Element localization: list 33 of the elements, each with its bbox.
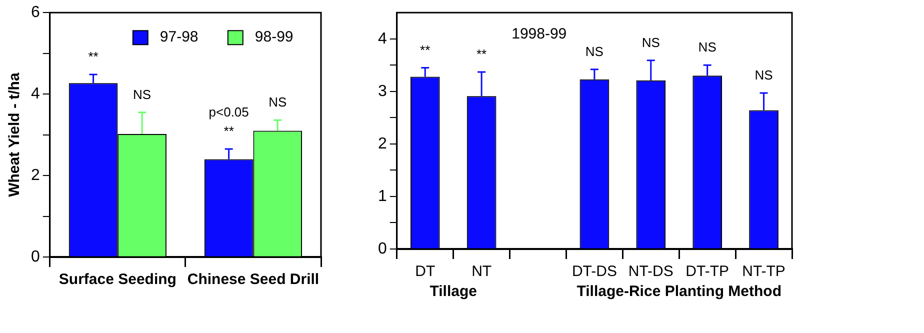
legend-label: 98-99 bbox=[254, 28, 294, 46]
y-tick-label: 4 bbox=[30, 85, 40, 102]
y-tick-label: 3 bbox=[378, 82, 387, 100]
x-tick-label: DT-TP bbox=[686, 263, 730, 280]
y-tick-label: 4 bbox=[378, 30, 387, 48]
y-tick-label: 0 bbox=[30, 248, 40, 266]
y-tick-label: 1 bbox=[378, 188, 387, 205]
annotation: ** bbox=[88, 49, 98, 64]
x-tick-label: Chinese Seed Drill bbox=[187, 271, 320, 288]
annotation: NS bbox=[133, 86, 152, 102]
annotation: p<0.05 ** bbox=[208, 104, 249, 139]
annotation: ** bbox=[476, 46, 487, 62]
annotation: NS bbox=[268, 94, 287, 110]
annotation: NS bbox=[585, 44, 604, 59]
annotation: ** bbox=[420, 42, 430, 58]
annotation: NS bbox=[698, 40, 717, 55]
y-axis-title: Wheat Yield - t/ha bbox=[6, 72, 24, 197]
annotation: NS bbox=[754, 68, 774, 83]
y-tick-label: 0 bbox=[378, 240, 387, 258]
x-tick-label: NT-DS bbox=[628, 263, 674, 280]
text: Tillage-Rice Planting Method bbox=[576, 283, 782, 300]
x-tick-label: DT-DS bbox=[572, 263, 617, 280]
text: 1998-99 bbox=[512, 26, 567, 43]
x-tick-label: DT bbox=[415, 263, 436, 280]
x-tick-label: NT-TP bbox=[742, 263, 786, 280]
annotation: NS bbox=[642, 34, 660, 50]
y-tick-label: 2 bbox=[378, 135, 387, 152]
legend-label: 97-98 bbox=[160, 28, 198, 46]
y-tick-label: 6 bbox=[30, 4, 40, 22]
text: Tillage bbox=[430, 283, 477, 300]
y-tick-label: 2 bbox=[30, 166, 40, 184]
x-tick-label: NT bbox=[472, 263, 492, 280]
x-tick-label: Surface Seeding bbox=[58, 271, 176, 288]
